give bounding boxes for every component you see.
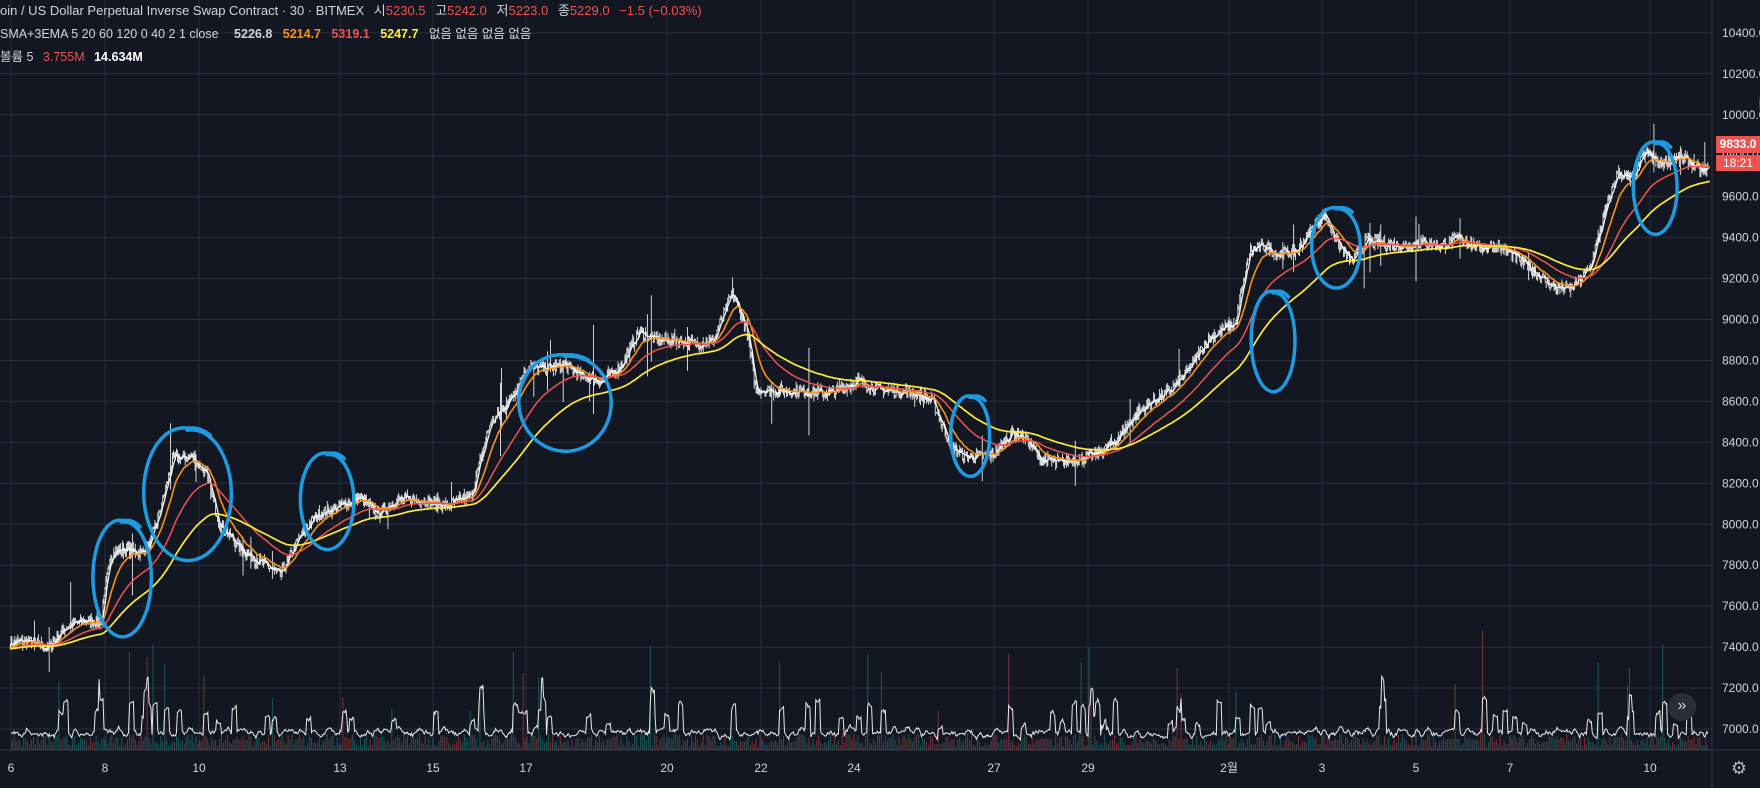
ma-indicator-label[interactable]: SMA+3EMA 5 20 60 120 0 40 2 1 close <box>0 27 219 41</box>
low-label: 저 <box>496 3 509 18</box>
hand-drawn-annotations <box>91 95 1760 639</box>
time-tick-label: 27 <box>987 761 1001 775</box>
time-tick-label: 29 <box>1081 761 1095 775</box>
symbol-legend[interactable]: oin / US Dollar Perpetual Inverse Swap C… <box>0 2 702 20</box>
annotation-loop <box>141 426 234 563</box>
ema20-line <box>9 157 1711 650</box>
bar-countdown-tag: 18:21 <box>1716 155 1760 171</box>
grid-lines <box>0 0 1760 751</box>
open-value: 5230.5 <box>385 3 426 18</box>
price-tick-label: 10200.0 <box>1722 67 1760 81</box>
ema60-line <box>9 165 1710 650</box>
ma-empty-value: 없음 <box>455 27 479 41</box>
price-tick-label: 8200.0 <box>1722 476 1759 490</box>
scroll-to-realtime-button[interactable]: » <box>1668 693 1696 721</box>
last-price-tag: 9833.0 <box>1716 136 1760 153</box>
time-tick-label: 17 <box>519 761 533 775</box>
time-tick-label: 20 <box>660 761 674 775</box>
price-tick-label: 7800.0 <box>1722 558 1759 572</box>
time-tick-label: 7 <box>1507 761 1514 775</box>
price-axis[interactable]: 7000.0 7200.0 7400.0 7600.0 7800.0 8000.0 8200… <box>1711 0 1760 788</box>
time-tick-label: 22 <box>754 761 768 775</box>
open-label: 시 <box>373 3 386 18</box>
time-tick-label: 3 <box>1319 761 1326 775</box>
price-tick-label: 8600.0 <box>1722 394 1759 408</box>
time-tick-label: 2월 <box>1220 761 1238 775</box>
price-tick-label: 9200.0 <box>1722 272 1759 286</box>
ema60-value: 5319.1 <box>331 27 370 41</box>
annotation-loop <box>1631 140 1679 237</box>
time-tick-label: 13 <box>333 761 347 775</box>
moving-average-lines <box>9 150 1711 652</box>
ema120-value: 5247.7 <box>380 27 419 41</box>
sma5-line <box>9 150 1711 652</box>
time-tick-label: 10 <box>1643 761 1657 775</box>
ema120-line <box>9 180 1710 650</box>
time-tick-label: 8 <box>102 761 109 775</box>
ma-empty-value: 없음 <box>428 27 452 41</box>
annotation-loop <box>1249 289 1297 394</box>
volume-value: 3.755M <box>42 50 85 64</box>
annotation-loop <box>91 518 154 639</box>
sma5-value: 5226.8 <box>234 27 273 41</box>
price-tick-label: 9000.0 <box>1722 313 1759 327</box>
double-chevron-right-icon: » <box>1677 697 1687 714</box>
price-tick-label: 10000.0 <box>1722 108 1760 122</box>
high-label: 고 <box>435 3 448 18</box>
annotation-loop <box>1309 205 1363 290</box>
volume-indicator-label[interactable]: 볼륨 5 <box>0 50 34 64</box>
time-tick-label: 5 <box>1413 761 1420 775</box>
time-tick-label: 10 <box>192 761 206 775</box>
change-value: −1.5 (−0.03%) <box>619 3 702 18</box>
symbol-title[interactable]: oin / US Dollar Perpetual Inverse Swap C… <box>0 3 365 18</box>
volume-bars <box>11 630 1709 750</box>
price-tick-label: 9400.0 <box>1722 231 1759 245</box>
low-value: 5223.0 <box>508 3 549 18</box>
ma-indicator-legend[interactable]: SMA+3EMA 5 20 60 120 0 40 2 1 close 5226… <box>0 25 531 43</box>
price-tick-label: 8400.0 <box>1722 435 1759 449</box>
volume-ma-line <box>10 674 1709 742</box>
close-label: 종 <box>557 3 570 18</box>
annotation-loop <box>516 353 614 454</box>
time-tick-label: 6 <box>8 761 15 775</box>
time-tick-label: 15 <box>426 761 440 775</box>
volume-ma-value: 14.634M <box>94 50 143 64</box>
annotation-loop <box>948 394 992 479</box>
time-tick-label: 24 <box>847 761 861 775</box>
ma-empty-value: 없음 <box>508 27 532 41</box>
volume-indicator-legend[interactable]: 볼륨 5 3.755M 14.634M <box>0 48 143 66</box>
price-tick-label: 7600.0 <box>1722 599 1759 613</box>
annotation-loop <box>298 451 356 552</box>
price-tick-label: 10400.0 <box>1722 26 1760 40</box>
price-tick-label: 7400.0 <box>1722 640 1759 654</box>
price-tick-label: 9600.0 <box>1722 190 1759 204</box>
gear-icon[interactable]: ⚙ <box>1730 758 1748 778</box>
close-value: 5229.0 <box>569 3 610 18</box>
high-value: 5242.0 <box>447 3 487 18</box>
ma-empty-value: 없음 <box>481 27 505 41</box>
volume-ma-path <box>10 674 1709 742</box>
price-tick-label: 7000.0 <box>1722 722 1759 736</box>
price-tick-label: 8800.0 <box>1722 353 1759 367</box>
time-axis[interactable]: 6 8 10 13 15 17 20 22 24 27 29 2월 3 5 7 10 <box>8 761 1657 775</box>
price-candles <box>10 123 1709 673</box>
price-tick-label: 7200.0 <box>1722 681 1759 695</box>
price-tick-label: 8000.0 <box>1722 517 1759 531</box>
ema20-value: 5214.7 <box>282 27 321 41</box>
